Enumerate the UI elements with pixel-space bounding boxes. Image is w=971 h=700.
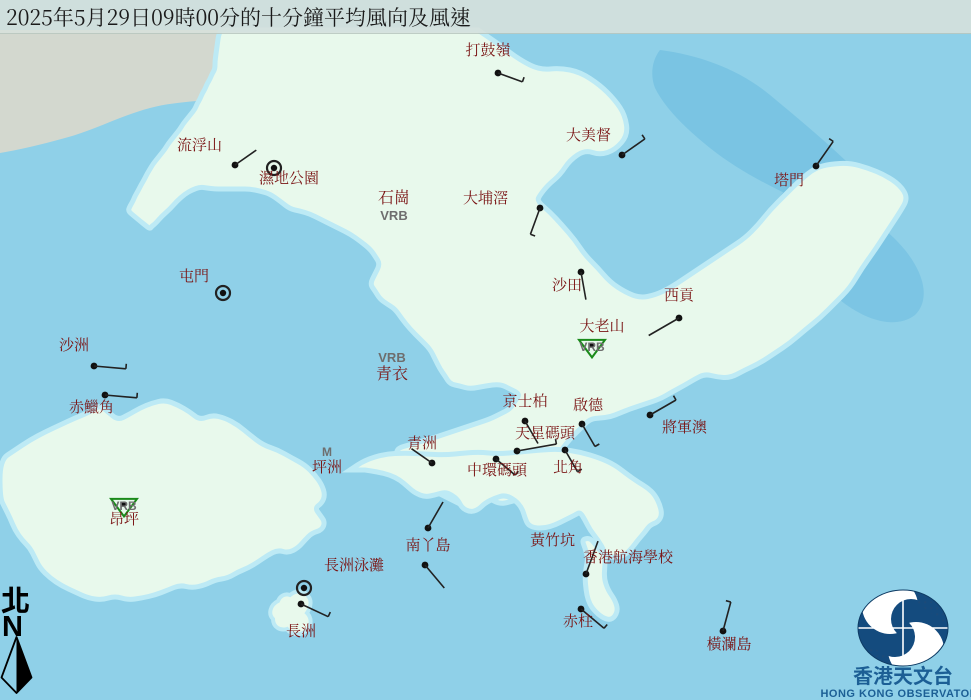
svg-text:黃竹坑: 黃竹坑 <box>530 529 575 550</box>
svg-text:長洲: 長洲 <box>286 620 316 641</box>
svg-text:坪洲: 坪洲 <box>312 456 342 477</box>
svg-text:赤柱: 赤柱 <box>563 610 593 631</box>
svg-text:北角: 北角 <box>553 456 583 477</box>
svg-text:大老山: 大老山 <box>579 315 624 336</box>
svg-text:橫瀾島: 橫瀾島 <box>706 633 751 654</box>
svg-text:中環碼頭: 中環碼頭 <box>467 459 528 480</box>
svg-text:濕地公園: 濕地公園 <box>259 167 319 188</box>
svg-text:HONG KONG OBSERVATORY: HONG KONG OBSERVATORY <box>820 688 971 700</box>
svg-text:香港航海學校: 香港航海學校 <box>583 546 674 567</box>
svg-text:青衣: 青衣 <box>376 361 408 384</box>
svg-text:京士柏: 京士柏 <box>502 390 547 411</box>
svg-text:赤鱲角: 赤鱲角 <box>69 396 114 417</box>
svg-text:南丫島: 南丫島 <box>405 534 450 555</box>
svg-text:長洲泳灘: 長洲泳灘 <box>324 554 384 575</box>
svg-text:VRB: VRB <box>380 208 407 223</box>
svg-text:大美督: 大美督 <box>566 124 611 145</box>
svg-text:將軍澳: 將軍澳 <box>662 416 707 437</box>
svg-text:沙田: 沙田 <box>552 274 582 295</box>
svg-text:N: N <box>2 611 23 643</box>
svg-text:塔門: 塔門 <box>774 169 804 190</box>
svg-text:昂坪: 昂坪 <box>109 508 139 529</box>
svg-text:天星碼頭: 天星碼頭 <box>515 422 576 443</box>
svg-text:流浮山: 流浮山 <box>177 134 222 155</box>
svg-text:屯門: 屯門 <box>179 265 209 286</box>
svg-text:啟德: 啟德 <box>573 394 604 415</box>
svg-text:VRB: VRB <box>579 340 605 354</box>
svg-text:香港天文台: 香港天文台 <box>853 660 953 689</box>
svg-text:大埔滘: 大埔滘 <box>463 187 508 208</box>
svg-text:青洲: 青洲 <box>407 432 437 453</box>
svg-text:西貢: 西貢 <box>664 284 695 305</box>
svg-text:石崗: 石崗 <box>378 185 410 208</box>
svg-text:沙洲: 沙洲 <box>59 334 89 355</box>
svg-text:打鼓嶺: 打鼓嶺 <box>465 39 511 60</box>
